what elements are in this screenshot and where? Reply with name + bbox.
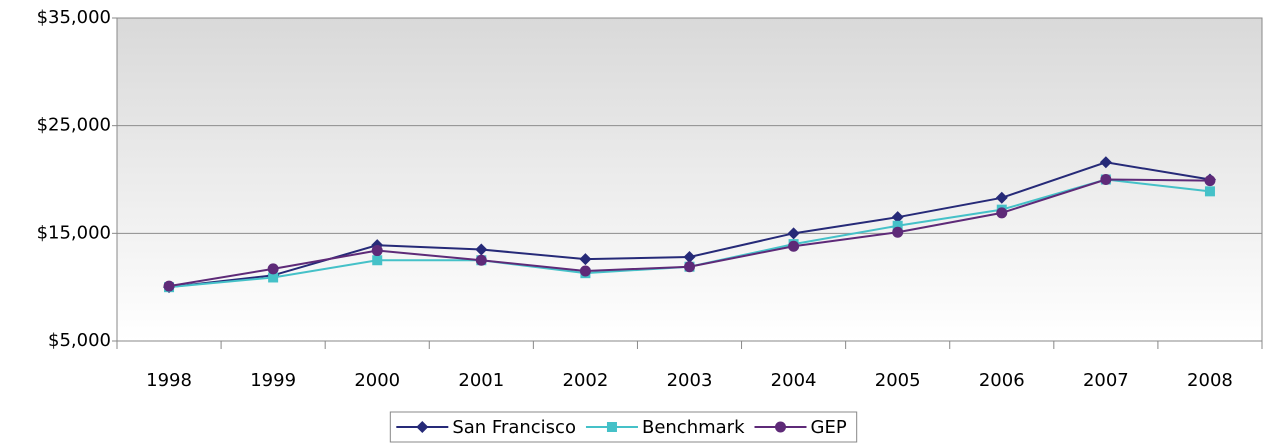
marker — [996, 207, 1008, 219]
marker — [163, 280, 175, 292]
x-tick-label: 1999 — [250, 370, 296, 391]
x-tick-label: 2003 — [667, 370, 713, 391]
marker — [267, 263, 279, 275]
y-tick-label: $35,000 — [37, 7, 111, 28]
marker — [891, 211, 904, 224]
marker — [684, 261, 695, 273]
x-tick-label: 1998 — [146, 370, 192, 391]
marker — [1099, 156, 1112, 169]
legend-item: Benchmark — [585, 417, 745, 438]
marker — [475, 254, 487, 266]
legend-item: GEP — [754, 417, 847, 438]
marker — [371, 245, 383, 257]
x-tick-label: 2006 — [979, 370, 1025, 391]
marker — [579, 265, 591, 277]
marker — [788, 240, 800, 252]
legend: San Francisco Benchmark GEP — [389, 411, 858, 443]
x-tick-label: 2008 — [1187, 370, 1233, 391]
y-tick-label: $5,000 — [48, 330, 111, 351]
y-tick-label: $25,000 — [37, 115, 111, 136]
x-tick-label: 2001 — [458, 370, 504, 391]
marker — [1204, 186, 1215, 197]
marker — [579, 253, 592, 266]
x-tick-label: 2007 — [1083, 370, 1129, 391]
marker — [416, 421, 429, 433]
x-tick-label: 2005 — [875, 370, 921, 391]
marker — [475, 243, 488, 256]
legend-label: GEP — [811, 417, 847, 438]
marker — [372, 255, 383, 266]
marker — [1204, 175, 1216, 187]
y-tick-label: $15,000 — [37, 222, 111, 243]
legend-label: San Francisco — [452, 417, 576, 438]
marker — [683, 251, 696, 264]
marker — [892, 226, 904, 238]
plot-area — [116, 17, 1263, 342]
legend-label: Benchmark — [642, 417, 745, 438]
marker — [892, 220, 903, 231]
marker — [787, 227, 800, 240]
marker — [1100, 174, 1112, 185]
x-tick-label: 2002 — [563, 370, 609, 391]
marker — [606, 422, 617, 432]
marker — [995, 191, 1008, 204]
x-tick-label: 2004 — [771, 370, 817, 391]
x-tick-label: 2000 — [354, 370, 400, 391]
legend-item: San Francisco — [396, 417, 576, 438]
marker — [775, 421, 786, 433]
marker — [268, 272, 279, 283]
